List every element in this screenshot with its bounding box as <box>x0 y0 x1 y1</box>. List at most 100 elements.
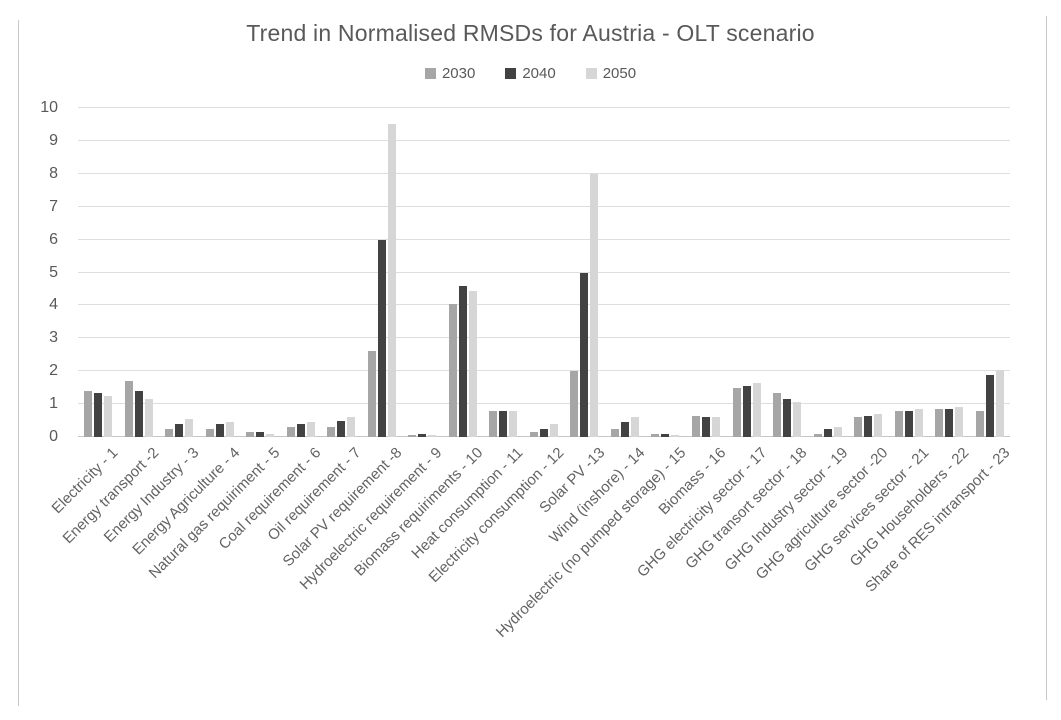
bar-group-3 <box>159 108 200 437</box>
legend-item-2030: 2030 <box>424 64 476 82</box>
bar-group-18 <box>767 108 808 437</box>
bar-2030-category-7 <box>327 427 336 437</box>
x-tick-label-16: Biomass - 16 <box>655 444 730 519</box>
bar-group-4 <box>200 108 241 437</box>
y-tick-label-5: 5 <box>49 263 58 281</box>
left-frame-line <box>18 20 19 706</box>
bar-2040-category-17 <box>742 386 751 437</box>
gridline-y-1 <box>78 403 1010 405</box>
bar-2050-category-14 <box>630 417 639 437</box>
legend-swatch-2040 <box>505 67 517 79</box>
bar-2030-category-3 <box>165 428 174 437</box>
chart-title: Trend in Normalised RMSDs for Austria - … <box>246 20 815 46</box>
x-tick-label-19: GHG Industry sector - 19 <box>721 444 851 575</box>
x-tick-label-2: Energy transport -2 <box>59 444 163 548</box>
bar-group-20 <box>848 108 889 437</box>
bar-group-16 <box>686 108 727 437</box>
legend-label-2030: 2030 <box>441 64 476 82</box>
y-tick-label-7: 7 <box>49 197 58 215</box>
x-tick-label-21: GHG services sector - 21 <box>800 444 933 576</box>
bar-group-7 <box>321 108 362 437</box>
bar-2040-category-11 <box>499 410 508 437</box>
y-tick-label-9: 9 <box>49 131 58 149</box>
x-tick-label-10: Biomass requiriments - 10 <box>351 444 487 580</box>
bar-2040-category-18 <box>783 399 792 437</box>
bar-group-5 <box>240 108 281 437</box>
legend-swatch-2030 <box>424 67 436 79</box>
bar-2030-category-4 <box>205 428 214 437</box>
bar-group-6 <box>281 108 322 437</box>
x-tick-label-7: Oil requirement - 7 <box>264 444 365 545</box>
x-tick-label-5: Natural gas requiriment - 5 <box>146 444 284 582</box>
bar-2030-category-18 <box>773 392 782 437</box>
bar-group-9 <box>402 108 443 437</box>
bar-2050-category-20 <box>874 413 883 437</box>
bar-2040-category-19 <box>823 428 832 437</box>
x-tick-label-4: Energy Agriculture - 4 <box>129 444 244 559</box>
bar-group-8 <box>362 108 403 437</box>
bar-2030-category-14 <box>610 428 619 437</box>
bar-2040-category-10 <box>458 285 467 437</box>
bar-2030-category-15 <box>651 433 660 437</box>
y-tick-label-10: 10 <box>40 99 58 116</box>
bar-2030-category-17 <box>732 387 741 437</box>
bar-2050-category-6 <box>306 422 315 437</box>
gridline-y-3 <box>78 337 1010 339</box>
bar-2040-category-22 <box>945 409 954 437</box>
bar-2030-category-13 <box>570 371 579 437</box>
x-tick-label-15: Hydroelectric (no pumped storage) - 15 <box>492 444 689 641</box>
bar-2050-category-5 <box>266 433 275 437</box>
bar-series-container <box>78 108 1010 437</box>
bar-2050-category-1 <box>104 395 113 437</box>
bar-2030-category-21 <box>894 410 903 437</box>
gridline-y-10 <box>78 107 1010 108</box>
x-tick-label-18: GHG transort sector - 18 <box>682 444 811 573</box>
gridline-y-4 <box>78 304 1010 306</box>
bar-group-14 <box>605 108 646 437</box>
x-tick-label-23: Share of RES intransport - 23 <box>861 444 1014 596</box>
bar-2050-category-23 <box>995 369 1004 437</box>
bar-group-22 <box>929 108 970 437</box>
bar-2040-category-7 <box>337 420 346 437</box>
bar-2040-category-23 <box>985 374 994 437</box>
bar-group-1 <box>78 108 119 437</box>
bar-2030-category-8 <box>367 351 376 437</box>
bar-2040-category-8 <box>377 239 386 437</box>
y-tick-label-3: 3 <box>49 329 58 347</box>
legend-item-2040: 2040 <box>505 65 556 82</box>
bar-2050-category-21 <box>914 409 923 437</box>
bar-2030-category-12 <box>529 432 538 437</box>
bar-2040-category-20 <box>864 415 873 437</box>
bar-2030-category-22 <box>935 409 944 437</box>
bar-2040-category-14 <box>620 422 629 437</box>
bar-2050-category-8 <box>387 124 396 437</box>
x-tick-label-3: Energy Industry - 3 <box>100 444 203 546</box>
y-tick-label-4: 4 <box>49 296 58 314</box>
y-tick-label-1: 1 <box>49 395 58 413</box>
bar-group-10 <box>443 108 484 437</box>
bar-group-21 <box>888 108 929 437</box>
bar-2030-category-1 <box>84 390 93 437</box>
bar-group-2 <box>119 108 160 437</box>
y-tick-label-0: 0 <box>49 428 58 445</box>
bar-2040-category-2 <box>134 390 143 437</box>
gridline-y-6 <box>78 238 1010 240</box>
bar-group-15 <box>645 108 686 437</box>
bar-2050-category-19 <box>833 427 842 437</box>
bar-group-17 <box>726 108 767 437</box>
bar-2040-category-1 <box>94 392 103 437</box>
bar-2050-category-7 <box>347 417 356 437</box>
gridline-y-5 <box>78 271 1010 273</box>
y-tick-label-2: 2 <box>49 362 58 380</box>
bar-2040-category-21 <box>904 410 913 437</box>
x-tick-label-20: GHG agriculture sector -20 <box>752 444 892 584</box>
y-tick-label-8: 8 <box>49 164 58 182</box>
bar-2030-category-9 <box>408 435 417 437</box>
chart-legend: 2030 2040 2050 <box>0 62 1061 84</box>
bar-2030-category-20 <box>854 417 863 437</box>
right-frame-line <box>1046 16 1047 700</box>
bar-2050-category-13 <box>590 173 599 437</box>
bar-2050-category-16 <box>711 417 720 437</box>
bar-group-12 <box>524 108 565 437</box>
x-tick-label-11: Heat consumption - 11 <box>408 444 527 563</box>
